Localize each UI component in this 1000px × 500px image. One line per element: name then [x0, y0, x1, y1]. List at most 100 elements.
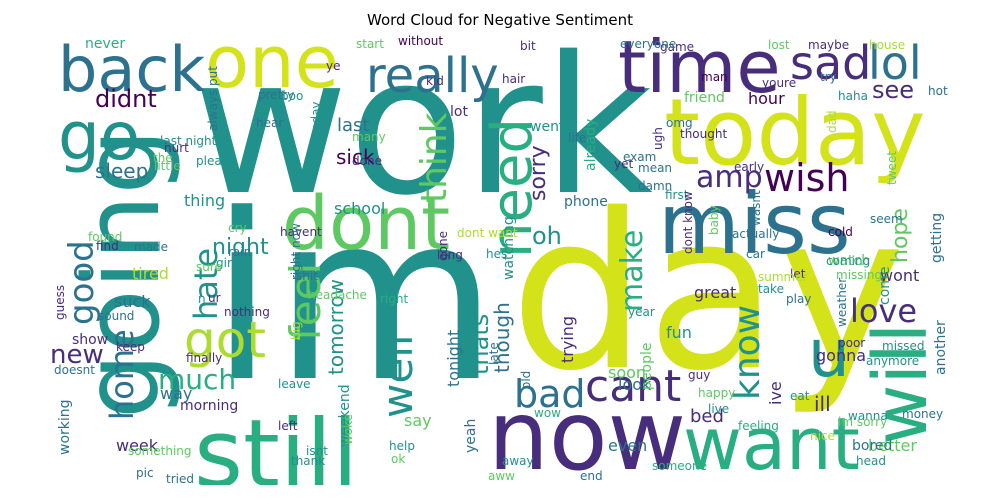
word: amp [696, 160, 763, 195]
word: ugh [651, 127, 665, 150]
word: got [184, 311, 266, 369]
word: make [615, 229, 650, 312]
word: want [683, 402, 860, 485]
word: dont know [681, 191, 695, 254]
word: wow [534, 406, 561, 420]
word: seem [870, 212, 903, 226]
word: last night [160, 134, 217, 148]
word: really [366, 48, 499, 104]
word: night [212, 235, 269, 260]
word: shit [296, 269, 318, 283]
word: missing [836, 268, 883, 282]
word: found [88, 230, 123, 244]
word: sleep [95, 159, 149, 183]
word: cant [585, 361, 682, 412]
word: still [194, 400, 359, 486]
word: without [398, 35, 444, 48]
word: dont want [457, 226, 518, 240]
word: didnt [95, 85, 157, 113]
word: sunday [309, 101, 323, 145]
word: youre [762, 76, 797, 90]
word: tonight [444, 329, 463, 387]
word: n [198, 292, 206, 306]
word: tried [166, 472, 194, 485]
word: much [158, 363, 237, 396]
word: haha [838, 89, 868, 103]
word: headache [308, 288, 367, 302]
word: damn [638, 179, 673, 193]
word: people [639, 342, 655, 390]
word: wont [880, 266, 920, 285]
word: great [694, 283, 737, 302]
word: know [727, 304, 768, 400]
word: go [58, 98, 141, 175]
word: exam [623, 150, 657, 164]
word: late [487, 342, 501, 365]
word: made [134, 240, 169, 254]
word: look [618, 375, 652, 394]
word: keep [116, 340, 145, 354]
word: went [530, 119, 565, 135]
word: work [193, 35, 653, 237]
word: hour [748, 89, 785, 108]
word: week [116, 436, 159, 455]
word: summer [758, 270, 808, 284]
word: friend [684, 90, 725, 106]
word: take [758, 282, 784, 296]
word: the [153, 151, 173, 165]
word: woke [341, 413, 355, 445]
word: cold [828, 225, 853, 239]
word: doesnt [54, 363, 95, 377]
word: time [618, 35, 781, 109]
word: even [608, 436, 648, 455]
word: ive [766, 381, 785, 405]
word: find [96, 239, 119, 253]
word: never [85, 36, 126, 52]
word: start [356, 37, 384, 51]
word: already [583, 118, 599, 171]
word: nice [810, 429, 835, 443]
word: day [510, 167, 906, 418]
word: now [488, 380, 687, 485]
word: car [746, 247, 765, 261]
word: another [933, 320, 949, 375]
word: ur [208, 291, 221, 305]
word: sorry [526, 145, 551, 201]
word: last [337, 115, 370, 136]
word: love [850, 292, 918, 330]
word: wasnt [749, 190, 763, 226]
word: hurt [164, 141, 189, 155]
word: baby [707, 205, 721, 235]
word: boo [281, 89, 304, 103]
word: trying [558, 315, 577, 363]
word: bed [690, 406, 724, 427]
word: nothing [224, 305, 270, 319]
chart-title: Word Cloud for Negative Sentiment [367, 11, 633, 29]
word: bit [520, 39, 536, 53]
word: sick [336, 145, 375, 169]
word: please [196, 154, 236, 168]
word: well [373, 334, 422, 418]
word: lost [768, 38, 790, 52]
word: ill [814, 392, 831, 416]
word: fun [666, 323, 692, 342]
word: sad [790, 36, 872, 90]
word: guy [688, 368, 711, 382]
word: money [902, 407, 944, 421]
word: havent [280, 225, 322, 239]
word: girl [216, 256, 236, 270]
word: good [62, 240, 102, 325]
word: away [502, 454, 534, 468]
word: phone [564, 194, 608, 210]
word: bad [514, 372, 586, 416]
word: lot [450, 104, 468, 120]
word: right now [289, 223, 303, 280]
word: aww [488, 469, 515, 483]
word: yeah [463, 418, 479, 453]
word: rain [228, 245, 252, 259]
word: soon [608, 363, 647, 382]
word: thought [680, 127, 728, 141]
word: working [57, 399, 73, 455]
word: oh [532, 222, 562, 250]
word: old [519, 370, 533, 389]
